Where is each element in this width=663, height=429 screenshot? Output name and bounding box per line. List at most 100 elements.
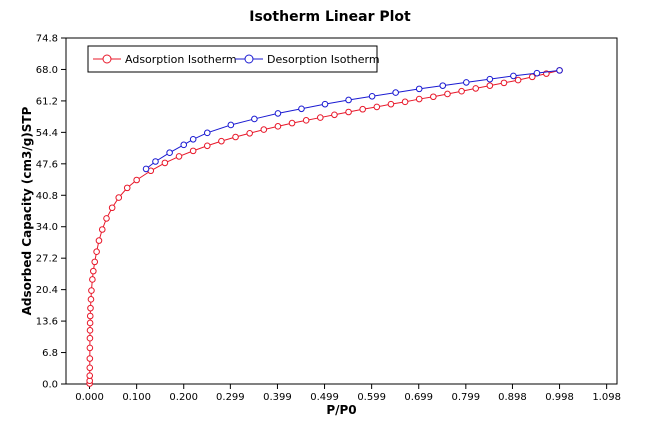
adsorption-isotherm-point xyxy=(115,194,123,201)
y-axis-label: Adsorbed Capacity (cm3/g)STP xyxy=(20,106,34,315)
adsorption-isotherm-point xyxy=(86,372,94,379)
desorption-isotherm-point xyxy=(415,85,423,93)
desorption-isotherm-point xyxy=(298,105,305,113)
adsorption-isotherm-point xyxy=(175,153,183,160)
y-tick-label: 61.2 xyxy=(36,96,58,107)
desorption-isotherm-point xyxy=(533,69,541,77)
desorption-isotherm-point xyxy=(321,100,329,108)
desorption-isotherm-point xyxy=(368,92,376,100)
chart-title: Isotherm Linear Plot xyxy=(249,9,411,25)
desorption-isotherm-point xyxy=(152,158,159,165)
adsorption-isotherm-point xyxy=(345,108,352,116)
adsorption-isotherm-point xyxy=(317,114,324,121)
adsorption-isotherm-point xyxy=(387,100,395,108)
adsorption-isotherm-point xyxy=(203,142,211,150)
x-tick-label: 0.898 xyxy=(498,392,527,403)
x-tick-label: 0.299 xyxy=(216,392,245,403)
adsorption-isotherm-point xyxy=(500,79,508,87)
x-axis-label: P/P0 xyxy=(326,403,356,417)
adsorption-isotherm-point xyxy=(93,248,100,256)
desorption-isotherm-legend-marker xyxy=(244,54,254,64)
adsorption-isotherm-point xyxy=(98,226,106,233)
legend-box xyxy=(87,45,378,73)
adsorption-isotherm-point xyxy=(103,215,110,222)
y-tick-label: 68.0 xyxy=(36,65,58,76)
adsorption-isotherm-point xyxy=(86,344,94,352)
adsorption-isotherm-point xyxy=(88,287,95,294)
desorption-isotherm-point xyxy=(142,165,150,173)
x-tick-label: 0.100 xyxy=(122,392,151,403)
adsorption-isotherm-point xyxy=(415,95,423,103)
adsorption-isotherm-point xyxy=(86,334,94,342)
x-tick-label: 0.799 xyxy=(452,392,481,403)
adsorption-isotherm-point xyxy=(430,93,437,101)
adsorption-isotherm-point xyxy=(218,137,225,145)
adsorption-isotherm-point xyxy=(161,159,169,167)
desorption-isotherm-point xyxy=(486,75,494,83)
y-tick-label: 47.6 xyxy=(36,159,58,170)
desorption-isotherm-point xyxy=(166,149,173,157)
y-tick-label: 20.4 xyxy=(36,285,58,296)
desorption-isotherm-point xyxy=(274,110,282,117)
adsorption-isotherm-point xyxy=(232,133,239,141)
desorption-isotherm-point xyxy=(439,82,447,89)
adsorption-isotherm-point xyxy=(89,276,96,283)
adsorption-isotherm-point xyxy=(108,204,116,212)
desorption-isotherm-point xyxy=(203,129,211,137)
adsorption-isotherm-point xyxy=(87,296,95,303)
adsorption-isotherm-point xyxy=(87,304,94,312)
y-tick-label: 6.8 xyxy=(42,348,58,359)
x-tick-label: 0.499 xyxy=(310,392,339,403)
adsorption-isotherm-point xyxy=(359,105,366,113)
adsorption-isotherm-point xyxy=(86,319,94,327)
adsorption-isotherm-legend-marker xyxy=(102,54,112,64)
adsorption-isotherm-point xyxy=(86,364,94,372)
adsorption-isotherm-point xyxy=(274,123,282,130)
x-tick-label: 0.399 xyxy=(263,392,292,403)
desorption-isotherm-point xyxy=(510,72,517,80)
adsorption-isotherm-point xyxy=(302,117,310,124)
y-tick-label: 27.2 xyxy=(36,254,58,265)
y-tick-label: 34.0 xyxy=(36,222,58,233)
x-tick-label: 0.699 xyxy=(404,392,433,403)
adsorption-isotherm-point xyxy=(444,90,451,98)
adsorption-isotherm-point xyxy=(95,237,103,244)
adsorption-isotherm-point xyxy=(189,147,197,155)
desorption-isotherm-point xyxy=(227,121,235,129)
desorption-isotherm-point xyxy=(345,96,352,104)
adsorption-isotherm-point xyxy=(86,327,94,334)
adsorption-isotherm-point xyxy=(401,98,409,106)
adsorption-isotherm-point xyxy=(86,312,94,320)
x-tick-label: 0.200 xyxy=(169,392,198,403)
adsorption-isotherm-point xyxy=(373,103,381,111)
plot-area xyxy=(65,37,618,385)
y-tick-label: 40.8 xyxy=(36,191,58,202)
adsorption-isotherm-point xyxy=(133,176,140,184)
desorption-isotherm-point xyxy=(462,79,470,86)
desorption-isotherm-point xyxy=(556,67,563,74)
adsorption-isotherm-point xyxy=(288,119,296,127)
desorption-isotherm-point xyxy=(251,115,258,123)
desorption-isotherm-point xyxy=(392,89,399,96)
desorption-isotherm-point xyxy=(189,136,197,143)
y-tick-label: 0.0 xyxy=(42,380,58,391)
adsorption-isotherm-legend-label: Adsorption Isotherm xyxy=(125,53,237,66)
desorption-isotherm-point xyxy=(180,141,188,149)
y-tick-label: 13.6 xyxy=(36,317,58,328)
adsorption-isotherm-point xyxy=(260,126,268,133)
adsorption-isotherm-point xyxy=(514,76,522,84)
x-tick-label: 0.599 xyxy=(357,392,386,403)
y-tick-label: 54.4 xyxy=(36,128,58,139)
adsorption-isotherm-point xyxy=(91,258,99,266)
adsorption-isotherm-point xyxy=(472,85,480,92)
adsorption-isotherm-point xyxy=(458,87,465,95)
adsorption-isotherm-point xyxy=(123,184,131,192)
adsorption-isotherm-point xyxy=(86,355,94,362)
y-tick-label: 74.8 xyxy=(36,34,58,45)
adsorption-isotherm-point xyxy=(90,267,97,275)
adsorption-isotherm-point xyxy=(486,82,494,89)
x-tick-label: 1.098 xyxy=(592,392,621,403)
adsorption-isotherm-point xyxy=(246,129,253,137)
